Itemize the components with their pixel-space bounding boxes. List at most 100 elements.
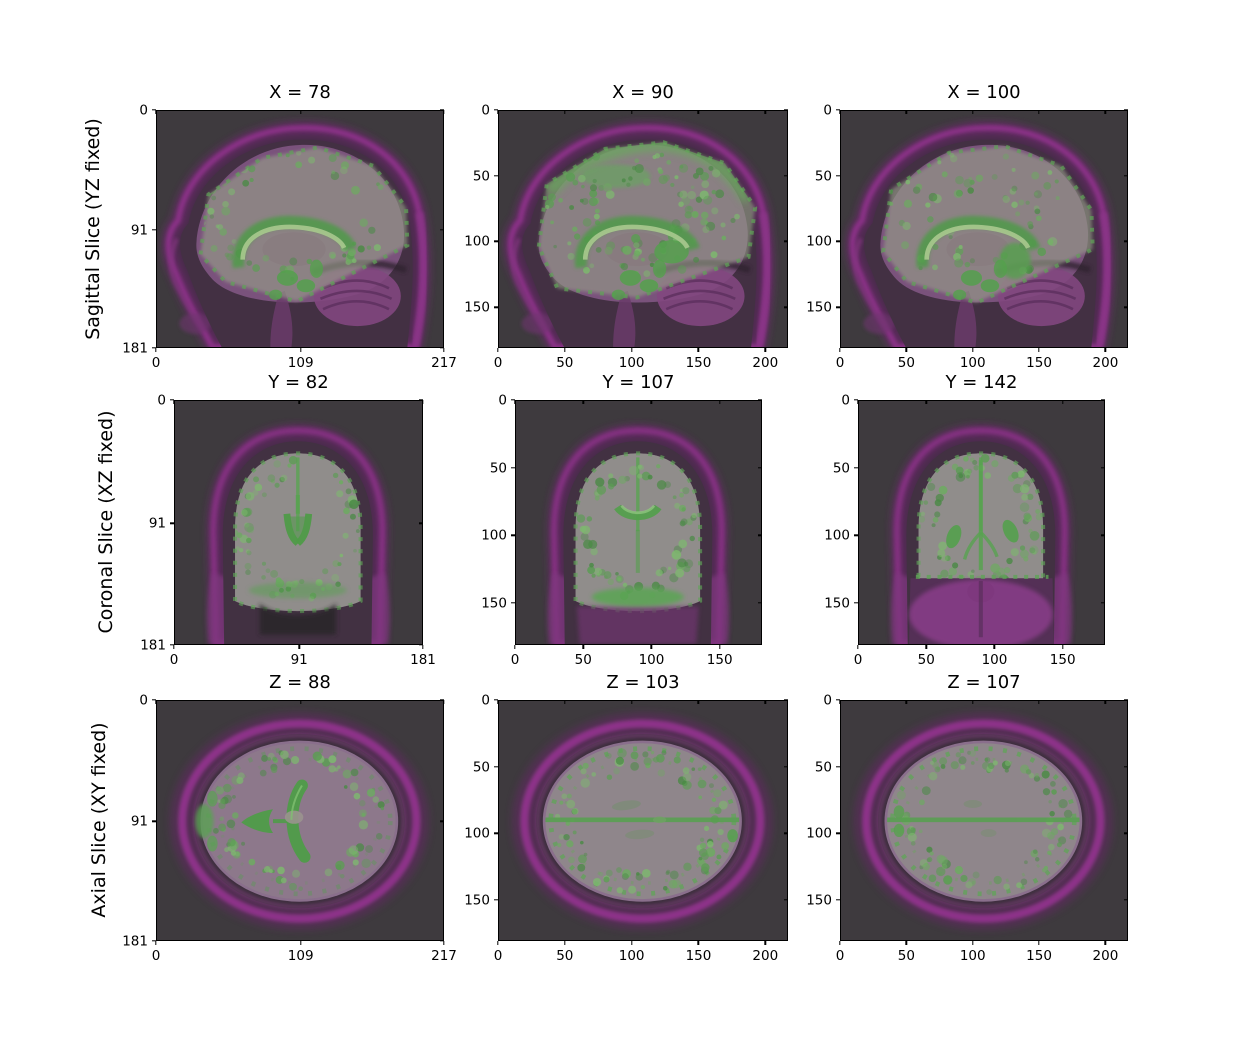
y-tick-mark xyxy=(836,109,840,111)
x-tick-mark xyxy=(564,348,566,352)
y-tick-mark xyxy=(1101,399,1105,401)
y-tick-label: 150 xyxy=(806,299,832,316)
x-tick-mark xyxy=(905,110,908,114)
x-tick-mark xyxy=(650,645,653,649)
row-label-sagittal: Sagittal Slice (YZ fixed) xyxy=(82,118,104,340)
x-tick-label: 150 xyxy=(1026,948,1052,964)
x-tick-label: 50 xyxy=(897,948,915,964)
y-tick-label: 0 xyxy=(823,692,832,709)
x-tick-mark xyxy=(905,700,908,704)
subplot-title: Y = 142 xyxy=(945,372,1018,393)
y-tick-mark xyxy=(152,699,156,701)
x-tick-label: 91 xyxy=(290,652,308,668)
mri-coronal-slice-image xyxy=(516,401,761,644)
y-tick-mark xyxy=(152,940,156,942)
subplot-axial-z103: Z = 103 0 50 100 150 200 0 50 100 150 xyxy=(464,672,788,964)
subplot-sagittal-x100: X = 100 0 50 100 150 200 0 50 100 150 xyxy=(806,82,1128,371)
x-tick-mark xyxy=(443,110,445,114)
x-tick-mark xyxy=(497,700,499,704)
x-tick-label: 217 xyxy=(431,948,457,964)
y-tick-mark xyxy=(511,602,515,604)
subplot-sagittal-x90: X = 90 0 50 100 150 200 0 50 100 150 xyxy=(464,82,788,371)
x-tick-mark xyxy=(972,700,974,704)
x-tick-mark xyxy=(993,645,996,649)
x-tick-mark xyxy=(839,348,841,352)
y-tick-label: 50 xyxy=(814,759,832,776)
y-tick-mark xyxy=(836,175,840,177)
x-tick-mark xyxy=(857,645,859,649)
x-tick-label: 0 xyxy=(853,652,863,668)
y-tick-mark xyxy=(511,399,515,401)
x-tick-mark xyxy=(1104,110,1107,114)
axes-frame xyxy=(498,700,788,941)
x-tick-label: 50 xyxy=(556,355,574,371)
y-tick-mark xyxy=(1101,534,1105,537)
x-tick-label: 0 xyxy=(151,355,161,371)
x-tick-mark xyxy=(155,110,157,114)
x-tick-mark xyxy=(650,400,653,404)
y-tick-label: 0 xyxy=(139,692,148,709)
y-tick-mark xyxy=(836,899,840,901)
x-tick-mark xyxy=(173,645,175,649)
y-tick-mark xyxy=(836,832,840,834)
x-tick-mark xyxy=(1038,700,1040,704)
x-tick-mark xyxy=(443,348,445,352)
x-tick-mark xyxy=(839,700,841,704)
y-tick-label: 100 xyxy=(824,527,850,544)
y-tick-mark xyxy=(494,899,498,901)
x-tick-mark xyxy=(839,110,841,114)
subplot-coronal-y142: Y = 142 0 50 100 150 0 50 100 150 xyxy=(824,372,1105,668)
y-tick-label: 150 xyxy=(464,892,490,909)
mri-sagittal-slice-image xyxy=(499,111,787,347)
axes-frame xyxy=(156,110,444,348)
row-label-coronal: Coronal Slice (XZ fixed) xyxy=(95,410,117,634)
y-tick-mark xyxy=(1101,602,1105,604)
x-tick-label: 100 xyxy=(959,948,986,964)
y-tick-label: 100 xyxy=(481,527,507,544)
x-tick-label: 50 xyxy=(574,652,592,668)
y-tick-label: 91 xyxy=(148,515,166,532)
x-tick-mark xyxy=(1061,645,1064,649)
mri-axial-slice-image xyxy=(157,701,443,940)
x-tick-label: 150 xyxy=(1026,355,1052,371)
x-tick-label: 109 xyxy=(287,355,314,371)
x-tick-mark xyxy=(764,700,766,704)
mri-axial-slice-image xyxy=(841,701,1127,940)
x-tick-label: 200 xyxy=(752,355,779,371)
y-tick-mark xyxy=(494,765,498,768)
x-tick-label: 0 xyxy=(151,948,161,964)
subplot-title: X = 78 xyxy=(269,82,331,103)
y-tick-mark xyxy=(1124,899,1128,901)
y-tick-mark xyxy=(784,899,788,901)
y-tick-mark xyxy=(758,399,762,401)
x-tick-mark xyxy=(564,941,566,945)
y-tick-mark xyxy=(419,644,423,646)
y-tick-label: 50 xyxy=(814,168,832,185)
overlay-speckles xyxy=(212,750,385,891)
x-tick-mark xyxy=(1104,700,1107,704)
y-tick-mark xyxy=(784,306,788,308)
y-tick-mark xyxy=(440,228,444,231)
y-tick-mark xyxy=(1124,109,1128,111)
x-tick-label: 50 xyxy=(556,948,574,964)
x-tick-mark xyxy=(1061,400,1064,404)
x-tick-mark xyxy=(443,700,445,704)
x-tick-mark xyxy=(299,348,302,352)
subplot-axial-z88: Z = 88 0 109 217 0 91 181 xyxy=(122,672,457,964)
subplot-title: Y = 107 xyxy=(602,372,675,393)
y-tick-mark xyxy=(511,466,515,469)
y-tick-label: 100 xyxy=(806,234,832,251)
y-tick-label: 100 xyxy=(464,825,490,842)
y-tick-mark xyxy=(152,228,156,231)
row-label-axial: Axial Slice (XY fixed) xyxy=(88,722,110,918)
x-tick-mark xyxy=(173,400,175,404)
y-tick-mark xyxy=(836,765,840,768)
y-tick-label: 0 xyxy=(481,102,490,119)
x-tick-mark xyxy=(993,400,996,404)
y-tick-mark xyxy=(784,175,788,177)
y-tick-mark xyxy=(1124,699,1128,701)
y-tick-mark xyxy=(784,699,788,701)
axes-frame xyxy=(174,400,423,645)
x-tick-mark xyxy=(422,645,424,649)
y-tick-mark xyxy=(1124,765,1128,768)
